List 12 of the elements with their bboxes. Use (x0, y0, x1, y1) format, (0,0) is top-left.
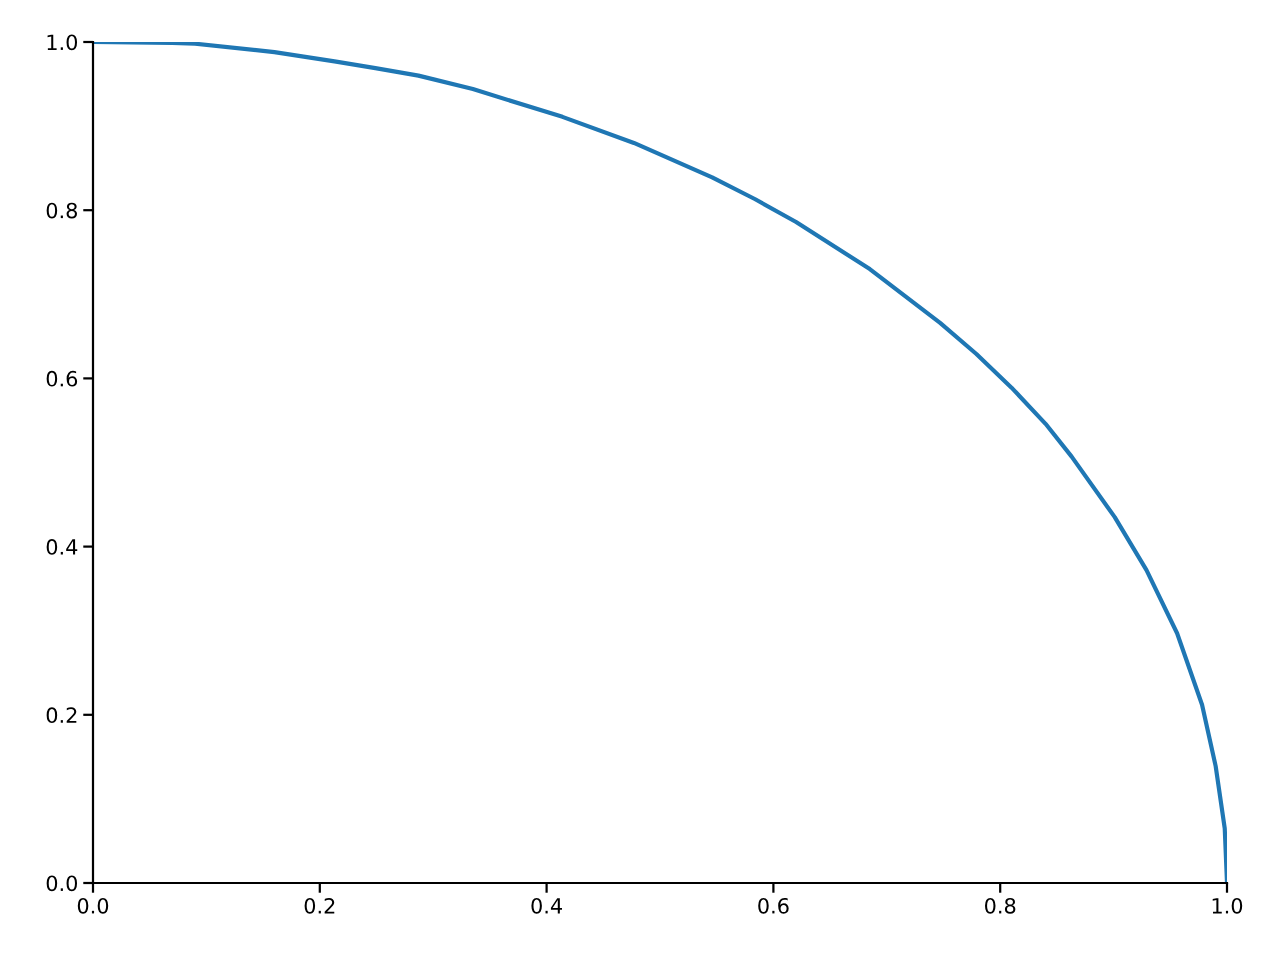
y-tick-label: 0.8 (46, 202, 77, 219)
x-tick-label: 0.8 (985, 897, 1016, 914)
x-tick-label: 0.4 (531, 897, 562, 914)
x-tick-label: 0.6 (758, 897, 789, 914)
x-tick-label: 1.0 (1212, 897, 1243, 914)
x-tick-label: 0.0 (77, 897, 109, 914)
y-tick-label: 0.0 (46, 875, 78, 892)
y-tick-label: 0.4 (46, 539, 78, 555)
y-tick-label: 0.6 (46, 370, 78, 387)
y-tick-label: 0.2 (46, 707, 77, 724)
y-tick-label: 1.0 (47, 34, 78, 51)
x-tick-label: 0.2 (304, 897, 335, 914)
